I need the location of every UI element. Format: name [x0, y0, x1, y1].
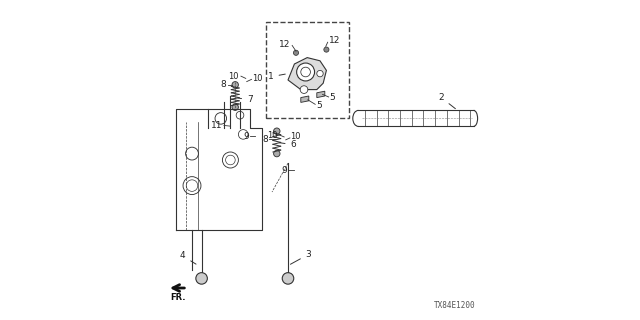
Text: 10: 10 [228, 72, 239, 81]
Circle shape [274, 150, 280, 157]
Text: 4: 4 [180, 252, 196, 264]
Text: 10: 10 [268, 131, 278, 140]
Text: 12: 12 [279, 40, 291, 49]
Text: 8: 8 [262, 135, 268, 144]
Text: 6: 6 [280, 140, 296, 149]
Polygon shape [288, 58, 326, 90]
Circle shape [238, 130, 248, 139]
Circle shape [223, 152, 239, 168]
Circle shape [293, 50, 298, 55]
Circle shape [226, 155, 236, 165]
Text: 5: 5 [330, 93, 335, 102]
Circle shape [186, 180, 198, 191]
Circle shape [232, 104, 238, 110]
Text: 1: 1 [268, 72, 285, 81]
Circle shape [317, 70, 323, 77]
Text: 9: 9 [282, 166, 287, 175]
Circle shape [274, 128, 280, 134]
Circle shape [300, 86, 308, 93]
Circle shape [282, 273, 294, 284]
Circle shape [215, 113, 227, 124]
Circle shape [324, 47, 329, 52]
Text: 8: 8 [221, 80, 227, 89]
Text: 3: 3 [291, 250, 311, 264]
Text: 7: 7 [238, 95, 253, 104]
Text: 10: 10 [290, 132, 300, 141]
Circle shape [301, 67, 310, 77]
Text: 5: 5 [316, 101, 321, 110]
Text: 11: 11 [211, 121, 223, 130]
Circle shape [196, 273, 207, 284]
Text: 12: 12 [329, 36, 340, 45]
Circle shape [183, 177, 201, 195]
Polygon shape [301, 96, 309, 102]
Polygon shape [317, 91, 325, 98]
Circle shape [186, 147, 198, 160]
Text: 2: 2 [438, 93, 456, 109]
Circle shape [232, 82, 238, 88]
Bar [266, 22, 349, 118]
Circle shape [236, 111, 244, 119]
Text: TX84E1200: TX84E1200 [433, 301, 475, 310]
Text: 10: 10 [252, 74, 262, 83]
Text: 9: 9 [243, 132, 249, 141]
Circle shape [297, 63, 315, 81]
Text: FR.: FR. [170, 293, 186, 302]
